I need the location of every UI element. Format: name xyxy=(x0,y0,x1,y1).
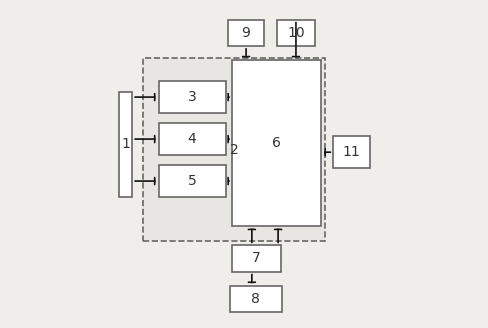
Text: 8: 8 xyxy=(251,292,260,306)
Text: 1: 1 xyxy=(121,137,130,151)
Text: 10: 10 xyxy=(287,26,305,40)
Bar xyxy=(159,81,225,113)
Bar xyxy=(119,92,132,197)
Text: 4: 4 xyxy=(188,132,197,146)
Bar xyxy=(232,60,322,226)
Bar xyxy=(333,136,370,168)
Bar xyxy=(232,245,281,272)
Bar xyxy=(159,123,225,155)
Text: 3: 3 xyxy=(188,90,197,104)
Text: 6: 6 xyxy=(272,136,281,150)
Text: 7: 7 xyxy=(252,252,261,265)
Bar xyxy=(229,286,282,312)
Text: 5: 5 xyxy=(188,174,197,188)
Bar xyxy=(143,58,325,241)
Bar xyxy=(159,165,225,197)
Bar xyxy=(277,20,315,46)
Text: 2: 2 xyxy=(230,143,239,156)
Text: 11: 11 xyxy=(343,145,361,159)
Bar xyxy=(228,20,264,46)
Text: 9: 9 xyxy=(242,26,250,40)
